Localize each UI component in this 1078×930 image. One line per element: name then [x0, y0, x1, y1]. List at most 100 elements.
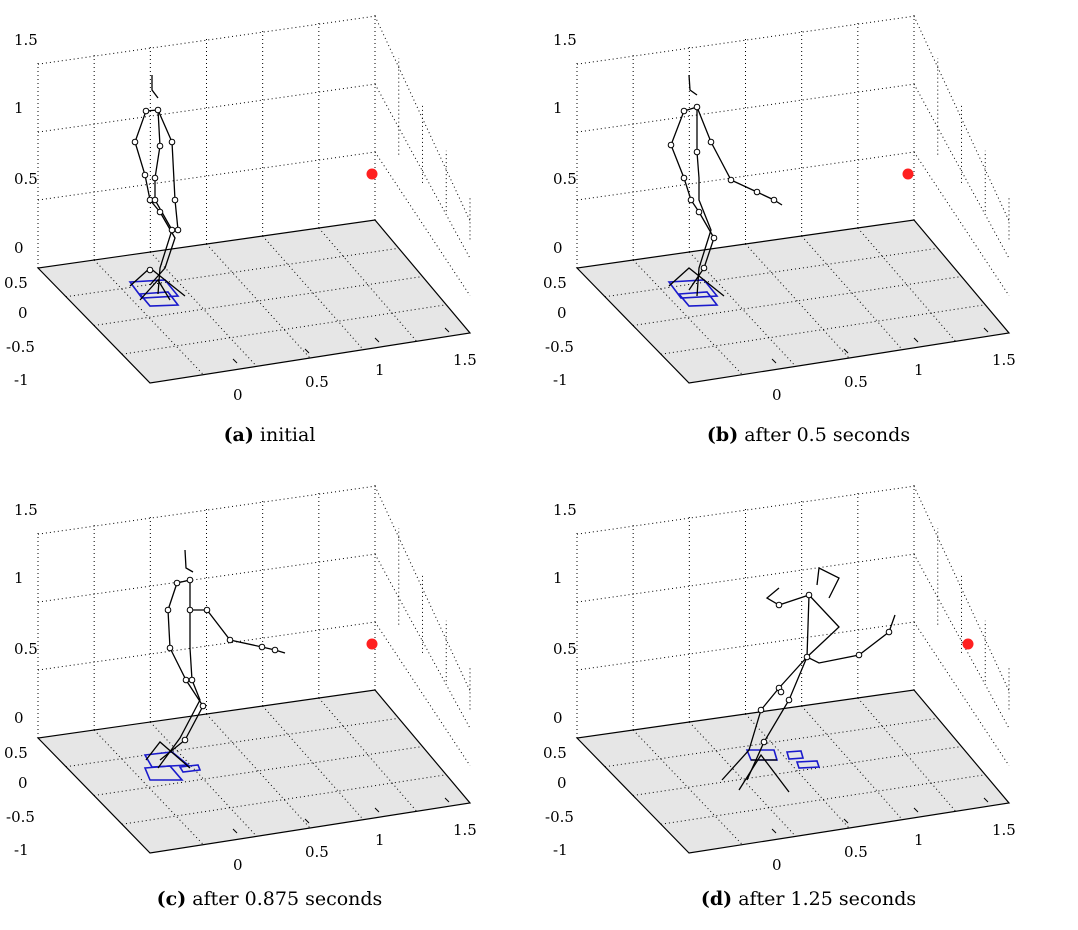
z-tick-label: 0: [14, 239, 24, 257]
joint-marker: [156, 142, 164, 150]
z-tick-label: 1: [14, 99, 24, 117]
caption-text: after 0.875 seconds: [192, 888, 383, 910]
x-tick-label: 1.5: [992, 351, 1016, 369]
floor-grid-line: [632, 276, 962, 326]
tick-mark: [374, 337, 380, 343]
grid-line: [37, 15, 376, 65]
floor-grid-line: [93, 746, 423, 796]
skeleton-segment: [738, 753, 790, 793]
floor-grid-line: [121, 774, 447, 825]
plot-3d: 1.5 1 0.5 0 0.5 0 -0.5 -1 0 0.5 1 1.5: [543, 12, 1016, 404]
floor-plane: [36, 219, 472, 384]
z-tick-label: 0.5: [14, 170, 38, 188]
floor-grid-line: [121, 304, 447, 355]
joint-marker: [226, 636, 234, 644]
skeleton-segment: [721, 594, 810, 781]
joint-marker: [885, 628, 893, 636]
caption-letter: (b): [706, 424, 739, 446]
caption: (c) after 0.875 seconds: [0, 888, 539, 910]
foot-outline: [667, 279, 719, 299]
caption-letter: (a): [223, 424, 254, 446]
grid-line: [37, 553, 376, 603]
skeleton-segment: [184, 549, 194, 573]
floor-plane: [575, 689, 1011, 854]
z-tick-label: 0.5: [553, 640, 577, 658]
y-tick-label: -1: [14, 371, 29, 389]
joint-marker: [695, 208, 703, 216]
joint-marker: [156, 208, 164, 216]
joint-marker: [753, 188, 761, 196]
grid-line: [576, 151, 915, 201]
x-tick-label: 0: [233, 386, 243, 404]
panel-b: 1.5 1 0.5 0 0.5 0 -0.5 -1 0 0.5 1 1.5 (b) after 0.5…: [539, 0, 1078, 460]
y-tick-label: 0: [557, 304, 567, 322]
joint-marker: [168, 226, 176, 234]
foot-outline: [143, 751, 191, 768]
skeleton-segment: [145, 109, 173, 295]
joint-marker: [199, 702, 207, 710]
joint-marker: [166, 644, 174, 652]
tick-mark: [913, 807, 919, 813]
tick-mark: [232, 828, 238, 834]
y-tick-label: -0.5: [6, 338, 35, 356]
joint-marker: [271, 646, 279, 654]
joint-marker: [805, 591, 813, 599]
skeleton-segment: [159, 582, 204, 761]
y-tick-label: 0.5: [543, 274, 567, 292]
joint-marker: [142, 107, 150, 115]
floor-plane: [575, 219, 1011, 384]
joint-marker: [700, 264, 708, 272]
y-tick-label: 0: [557, 774, 567, 792]
x-tick-label: 1: [375, 831, 385, 849]
joint-marker: [151, 196, 159, 204]
joint-marker: [164, 606, 172, 614]
skeleton-segment: [765, 587, 896, 664]
y-tick-label: 0: [18, 774, 28, 792]
grid-line: [913, 151, 1010, 296]
x-tick-label: 0.5: [305, 373, 329, 391]
z-tick-label: 0: [553, 709, 563, 727]
skeleton-segment: [190, 609, 286, 654]
floor-grid-line: [318, 697, 418, 812]
foot-outline: [795, 760, 821, 769]
skeleton-segment: [139, 278, 171, 301]
joint-marker: [186, 576, 194, 584]
floor-grid-line: [93, 276, 423, 326]
x-tick-label: 0: [772, 386, 782, 404]
joint-marker: [775, 601, 783, 609]
z-tick-label: 1.5: [14, 501, 38, 519]
grid-line: [374, 621, 471, 766]
joint-marker: [727, 176, 735, 184]
floor-grid-line: [857, 697, 957, 812]
tick-mark: [444, 797, 450, 803]
joint-marker: [760, 738, 768, 746]
floor-grid-line: [604, 717, 938, 768]
joint-marker: [182, 676, 190, 684]
y-tick-label: 0.5: [543, 744, 567, 762]
grid-line: [374, 151, 471, 296]
tick-mark: [232, 358, 238, 364]
x-tick-label: 0.5: [844, 373, 868, 391]
tick-mark: [374, 807, 380, 813]
y-tick-label: -0.5: [6, 808, 35, 826]
x-tick-label: 0: [772, 856, 782, 874]
joint-marker: [154, 106, 162, 114]
skeleton-segment: [816, 567, 840, 599]
foot-outline: [178, 764, 202, 773]
joint-marker: [171, 196, 179, 204]
x-tick-label: 1.5: [453, 821, 477, 839]
grid-line: [576, 485, 915, 535]
joint-marker: [131, 138, 139, 146]
grid-line: [576, 83, 915, 133]
y-tick-label: -1: [553, 371, 568, 389]
joint-marker: [181, 736, 189, 744]
target-marker: [366, 638, 378, 650]
joint-marker: [707, 138, 715, 146]
floor-grid-line: [206, 243, 311, 359]
x-tick-label: 1.5: [992, 821, 1016, 839]
z-tick-label: 1: [553, 569, 563, 587]
floor-grid-line: [660, 774, 986, 825]
x-tick-label: 1: [914, 831, 924, 849]
caption-letter: (c): [156, 888, 187, 910]
skeleton-segment: [145, 741, 191, 769]
